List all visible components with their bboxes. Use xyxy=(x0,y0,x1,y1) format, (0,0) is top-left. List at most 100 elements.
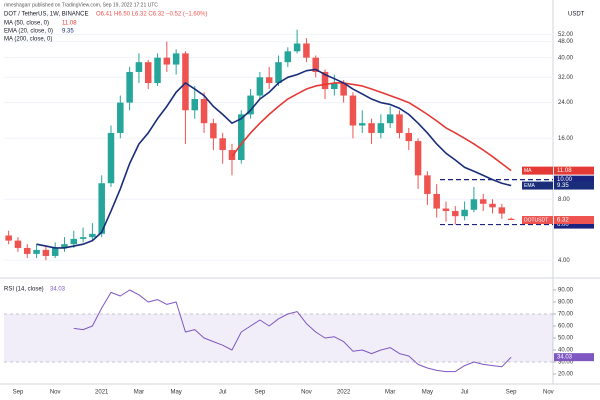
candle-body xyxy=(442,208,450,212)
ohlc-status: O6.41 H6.50 L6.32 C6.32 −0.52 (−1.60%) xyxy=(96,12,207,18)
legend-entry: MA (200, close, 0) xyxy=(4,37,52,43)
y-tick-label: 80.00 xyxy=(558,300,574,306)
candle-body xyxy=(498,207,506,214)
candle-body xyxy=(331,82,338,90)
candle-body xyxy=(312,57,319,72)
candle-body xyxy=(126,71,133,103)
y-tick-label: 48.00 xyxy=(558,39,574,45)
candle-body xyxy=(479,199,487,204)
x-tick-label: Jul xyxy=(219,390,227,396)
price-tag-name: DOTUSDT xyxy=(524,217,548,223)
candle-body xyxy=(228,150,236,161)
candle-body xyxy=(414,141,422,176)
candle-body xyxy=(42,249,50,256)
y-tick-label: 52.00 xyxy=(558,32,574,38)
candle-body xyxy=(89,233,96,238)
candle-body xyxy=(470,199,478,210)
price-tag xyxy=(554,216,594,225)
indicator-line xyxy=(36,68,512,249)
x-tick-label: May xyxy=(422,390,433,396)
rsi-line xyxy=(73,289,512,373)
candle-body xyxy=(461,209,468,217)
candle-body xyxy=(265,77,273,83)
legend-value: 9.35 xyxy=(62,29,74,35)
candle-body xyxy=(256,77,264,96)
price-tag xyxy=(554,175,594,184)
price-tag-value: 9.35 xyxy=(557,183,569,189)
x-tick-label: Nov xyxy=(543,390,554,396)
candle-body xyxy=(33,249,40,254)
legend-entry: RSI (14, close) xyxy=(4,287,44,293)
candle-body xyxy=(200,99,208,124)
x-tick-label: Sep xyxy=(255,390,266,396)
candle-body xyxy=(275,62,282,83)
symbol-title: DOT / TetherUS, 1W, BINANCE xyxy=(4,12,88,18)
price-tag-value: 11.08 xyxy=(557,168,572,174)
x-tick-label: Mar xyxy=(134,390,144,396)
price-tag xyxy=(522,216,553,225)
price-tag xyxy=(522,166,553,175)
price-tag xyxy=(522,181,553,190)
y-tick-label: 4.00 xyxy=(558,258,570,264)
candle-body xyxy=(14,240,22,248)
y-tick-label: 8.00 xyxy=(558,197,570,203)
price-tag xyxy=(554,166,594,175)
currency: USDT xyxy=(568,12,585,18)
candle-body xyxy=(210,123,217,139)
candle-body xyxy=(182,53,189,111)
price-tag-name: MA xyxy=(524,168,532,174)
candle-body xyxy=(219,138,226,151)
y-tick-label: 70.00 xyxy=(558,312,574,318)
source-note: rimeshagarr published on TradingView.com… xyxy=(4,2,158,8)
candle-body xyxy=(70,238,78,245)
candle-body xyxy=(154,57,161,83)
candle-body xyxy=(489,203,496,208)
y-tick-label: 20.00 xyxy=(558,372,574,378)
price-tag-label: 10.00 xyxy=(557,177,573,183)
candle-body xyxy=(135,62,143,72)
x-tick-label: Nov xyxy=(301,390,312,396)
price-tag-value: 6.32 xyxy=(557,218,569,224)
candle-body xyxy=(5,235,12,241)
candle-body xyxy=(98,183,105,234)
y-tick-label: 40.00 xyxy=(558,55,574,61)
price-tag xyxy=(554,220,594,229)
candle-body xyxy=(452,211,459,217)
candle-body xyxy=(303,43,310,58)
candle-body xyxy=(349,95,357,126)
candle-body xyxy=(321,71,329,90)
price-tag xyxy=(554,353,594,362)
y-tick-label: 50.00 xyxy=(558,336,574,342)
candle-body xyxy=(238,114,245,161)
legend-value: 34.03 xyxy=(50,287,66,293)
price-tag-name: EMA xyxy=(524,183,536,189)
y-tick-label: 60.00 xyxy=(558,324,574,330)
x-tick-label: Mar xyxy=(385,390,395,396)
candle-body xyxy=(51,247,59,256)
y-tick-label: 24.00 xyxy=(558,100,574,106)
candle-body xyxy=(79,237,87,239)
candle-body xyxy=(340,82,347,96)
candle-body xyxy=(368,123,375,133)
indicator-line xyxy=(231,82,512,172)
candle-body xyxy=(247,95,254,115)
candle-body xyxy=(396,114,403,133)
x-tick-label: Nov xyxy=(50,390,61,396)
y-tick-label: 90.00 xyxy=(558,288,574,294)
price-tag xyxy=(554,181,594,190)
candle-body xyxy=(405,132,413,142)
candle-body xyxy=(144,62,152,83)
x-tick-label: May xyxy=(170,390,181,396)
legend-entry: EMA (20, close, 0) xyxy=(4,29,53,35)
candle-body xyxy=(424,175,431,194)
candle-body xyxy=(386,114,394,124)
price-tag-value: 34.03 xyxy=(557,355,573,361)
y-tick-label: 40.00 xyxy=(558,348,574,354)
candle-body xyxy=(284,51,292,63)
candle-body xyxy=(117,102,124,133)
candle-body xyxy=(433,193,440,209)
y-tick-label: 32.00 xyxy=(558,75,574,81)
x-tick-label: 2022 xyxy=(337,390,351,396)
candle-body xyxy=(507,218,515,221)
